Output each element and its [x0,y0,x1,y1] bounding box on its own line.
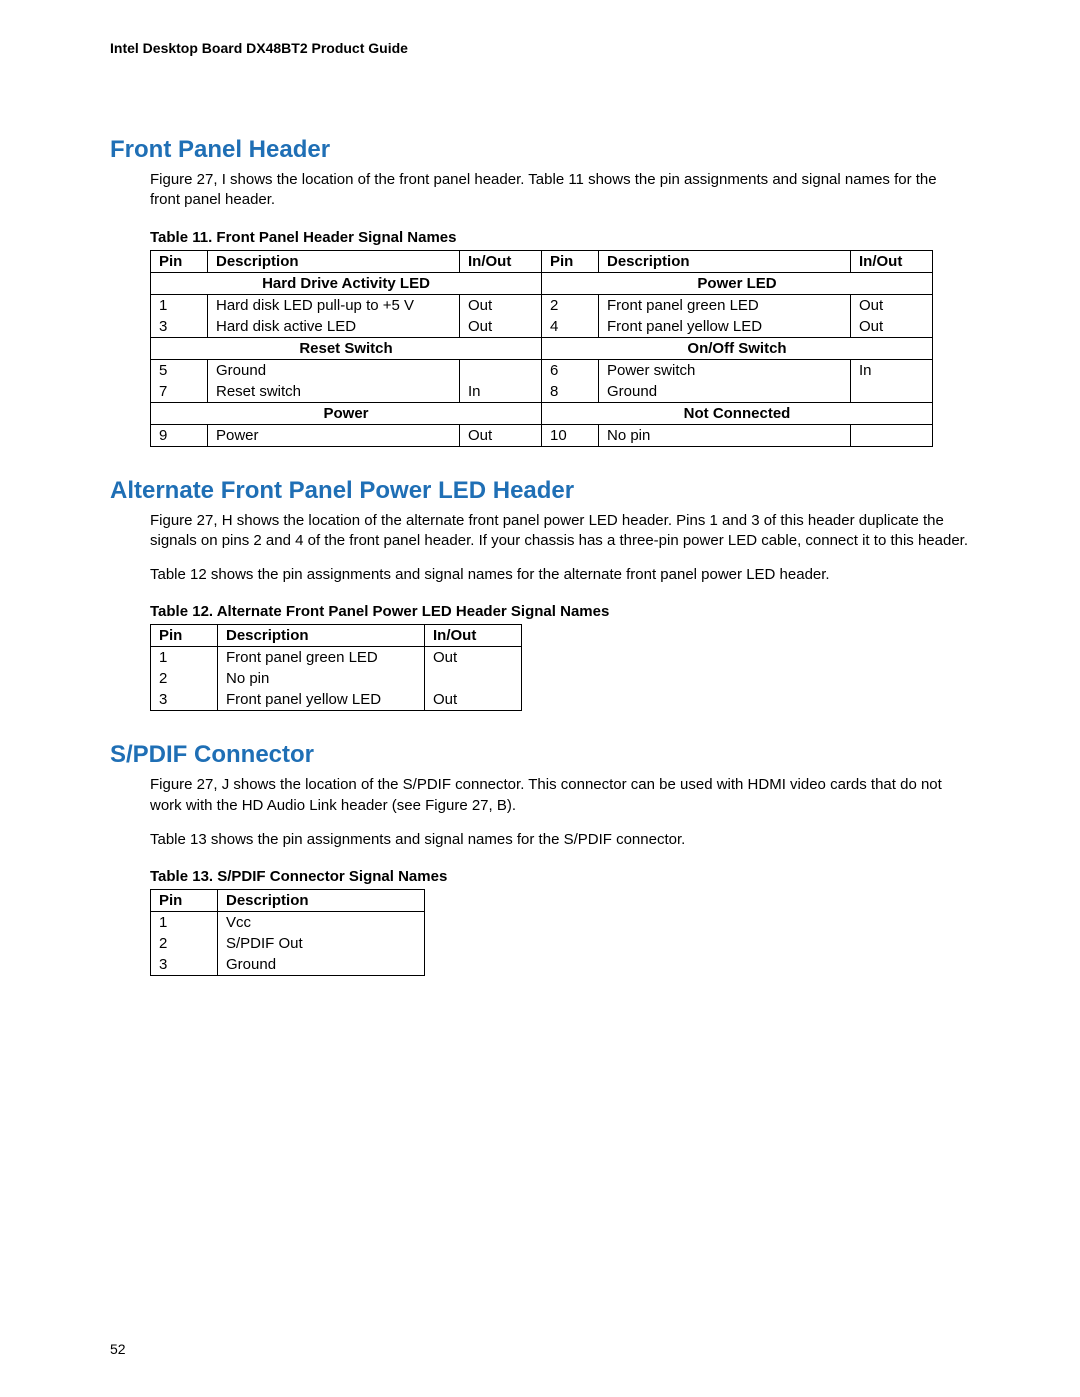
table-cell: Out [460,294,542,316]
table-header-cell: Pin [151,250,208,272]
page-number: 52 [110,1341,126,1357]
table-cell: Vcc [218,912,425,934]
table-header-cell: In/Out [425,625,522,647]
table-cell: 2 [151,933,218,954]
table-cell: 1 [151,912,218,934]
table-cell: 1 [151,647,218,669]
table-cell [851,424,933,446]
table-header-cell: Description [218,890,425,912]
table13-caption: Table 13. S/PDIF Connector Signal Names [150,868,970,885]
section3-paragraph2: Table 13 shows the pin assignments and s… [150,830,970,850]
table-cell [460,359,542,381]
section-title-front-panel-header: Front Panel Header [110,136,970,164]
table-cell: 3 [151,316,208,338]
table12-caption: Table 12. Alternate Front Panel Power LE… [150,603,970,620]
table-header-cell: Description [599,250,851,272]
table-cell: 7 [151,381,208,403]
table-cell: Out [851,316,933,338]
table-group-cell: Not Connected [542,402,933,424]
table-cell: No pin [599,424,851,446]
table-cell: 4 [542,316,599,338]
section-title-spdif: S/PDIF Connector [110,741,970,769]
table-cell: Power [208,424,460,446]
table-front-panel-header: PinDescriptionIn/OutPinDescriptionIn/Out… [150,250,933,447]
table-header-cell: Pin [542,250,599,272]
table-cell [425,668,522,689]
table-cell: Hard disk active LED [208,316,460,338]
table-alt-power-led: PinDescriptionIn/Out 1Front panel green L… [150,624,522,711]
table-header-cell: In/Out [851,250,933,272]
table-group-cell: On/Off Switch [542,337,933,359]
table-cell: Front panel yellow LED [599,316,851,338]
table-cell: 3 [151,689,218,711]
section3-paragraph1: Figure 27, J shows the location of the S… [150,775,970,816]
table-cell: Hard disk LED pull-up to +5 V [208,294,460,316]
table-cell: 8 [542,381,599,403]
table-cell: Out [460,424,542,446]
table-cell: In [460,381,542,403]
table-cell: Power switch [599,359,851,381]
table-cell: Front panel green LED [218,647,425,669]
table-cell: Out [460,316,542,338]
table-cell: Ground [599,381,851,403]
table-group-cell: Power [151,402,542,424]
table-cell: Out [425,647,522,669]
table-cell: 2 [151,668,218,689]
table-cell: Ground [218,954,425,976]
table-cell: S/PDIF Out [218,933,425,954]
section-title-alt-power-led: Alternate Front Panel Power LED Header [110,477,970,505]
table-header-cell: Description [208,250,460,272]
table-cell [851,381,933,403]
table-cell: Out [425,689,522,711]
section2-paragraph2: Table 12 shows the pin assignments and s… [150,565,970,585]
table-cell: Ground [208,359,460,381]
table-cell: 10 [542,424,599,446]
table-header-cell: Description [218,625,425,647]
table-header-cell: Pin [151,625,218,647]
table-cell: Reset switch [208,381,460,403]
document-header: Intel Desktop Board DX48BT2 Product Guid… [110,40,970,56]
table-cell: Front panel yellow LED [218,689,425,711]
table-cell: Out [851,294,933,316]
table-cell: 6 [542,359,599,381]
table-cell: 3 [151,954,218,976]
table-cell: 1 [151,294,208,316]
table-cell: 5 [151,359,208,381]
table-cell: In [851,359,933,381]
table-spdif: PinDescription1Vcc2S/PDIF Out3Ground [150,889,425,976]
section2-paragraph1: Figure 27, H shows the location of the a… [150,511,970,552]
table-cell: No pin [218,668,425,689]
table-cell: Front panel green LED [599,294,851,316]
table-cell: 2 [542,294,599,316]
section1-paragraph: Figure 27, I shows the location of the f… [150,170,970,211]
table-header-cell: Pin [151,890,218,912]
table-group-cell: Hard Drive Activity LED [151,272,542,294]
table-group-cell: Power LED [542,272,933,294]
table-group-cell: Reset Switch [151,337,542,359]
table-cell: 9 [151,424,208,446]
table11-caption: Table 11. Front Panel Header Signal Name… [150,229,970,246]
table-header-cell: In/Out [460,250,542,272]
